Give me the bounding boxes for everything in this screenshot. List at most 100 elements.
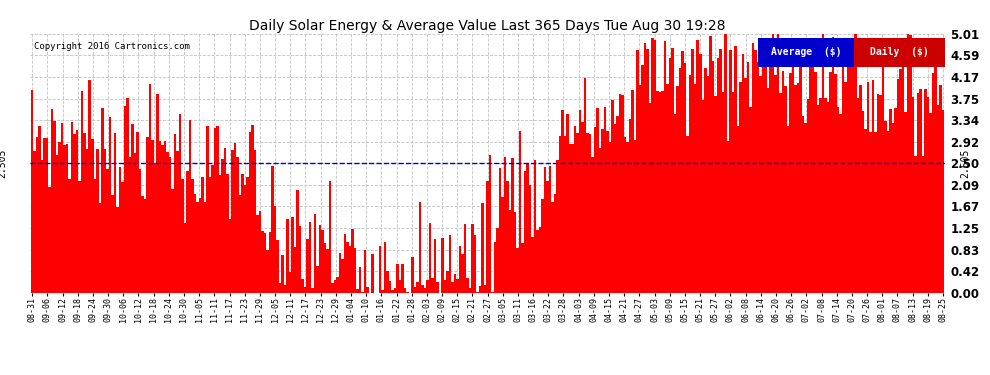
Bar (892, 123, 894, 292)
Bar (219, 175, 221, 292)
Bar (124, 106, 126, 292)
Bar (799, 41, 802, 292)
Bar (263, 232, 266, 292)
FancyBboxPatch shape (853, 38, 945, 68)
Bar (427, 280, 429, 292)
Bar (564, 136, 566, 292)
Bar (463, 224, 466, 292)
Bar (792, 54, 794, 292)
Bar (163, 141, 166, 292)
Bar (384, 242, 386, 292)
Bar (314, 214, 316, 292)
Bar (754, 50, 756, 292)
Bar (188, 120, 191, 292)
Bar (61, 123, 63, 292)
Bar (542, 200, 544, 292)
Bar (534, 160, 537, 292)
Bar (256, 215, 258, 292)
Bar (819, 98, 822, 292)
Bar (764, 48, 766, 292)
Bar (39, 126, 41, 292)
Bar (134, 153, 136, 292)
Bar (214, 128, 216, 292)
Bar (351, 229, 353, 292)
Bar (744, 78, 746, 292)
Bar (935, 63, 937, 292)
Bar (78, 181, 81, 292)
Bar (316, 266, 319, 292)
Bar (866, 82, 869, 292)
Bar (268, 232, 271, 292)
Bar (601, 129, 604, 292)
Bar (851, 59, 854, 292)
Bar (111, 195, 114, 292)
Bar (739, 82, 742, 292)
Bar (276, 240, 278, 292)
Bar (704, 68, 707, 292)
Bar (221, 159, 224, 292)
Bar (879, 95, 882, 292)
Bar (787, 126, 789, 292)
Bar (151, 140, 153, 292)
Bar (456, 279, 458, 292)
Bar (859, 84, 861, 292)
Bar (722, 92, 724, 292)
Bar (299, 226, 301, 292)
Text: Average  ($): Average ($) (771, 47, 842, 57)
Bar (514, 212, 517, 292)
Bar (539, 227, 542, 292)
Bar (544, 167, 546, 292)
Bar (183, 223, 186, 292)
Bar (689, 75, 691, 292)
Bar (358, 267, 361, 292)
Bar (835, 75, 837, 292)
Bar (284, 285, 286, 292)
Bar (802, 116, 804, 292)
Bar (253, 150, 256, 292)
Bar (386, 272, 389, 292)
Bar (444, 280, 446, 292)
Bar (251, 125, 253, 292)
Bar (584, 78, 586, 292)
Bar (797, 83, 799, 292)
Bar (827, 102, 829, 292)
Bar (446, 271, 448, 292)
Bar (114, 133, 116, 292)
Bar (209, 177, 211, 292)
Bar (242, 174, 244, 292)
Bar (296, 190, 299, 292)
Bar (244, 185, 247, 292)
Bar (846, 47, 849, 292)
Bar (902, 44, 904, 292)
Bar (416, 282, 419, 292)
Bar (829, 72, 832, 292)
Bar (809, 42, 812, 292)
Bar (181, 179, 183, 292)
Bar (424, 288, 427, 292)
Bar (71, 122, 73, 292)
Bar (191, 180, 194, 292)
Bar (304, 286, 306, 292)
Bar (306, 239, 309, 292)
Bar (874, 132, 876, 292)
Bar (599, 148, 601, 292)
Bar (448, 235, 451, 292)
Bar (617, 116, 619, 292)
Bar (414, 286, 416, 292)
Bar (674, 114, 676, 292)
Bar (737, 126, 739, 292)
Bar (422, 285, 424, 292)
Bar (529, 185, 532, 292)
Bar (489, 154, 491, 292)
Bar (914, 156, 917, 292)
Bar (31, 90, 34, 292)
Bar (776, 34, 779, 292)
Bar (432, 278, 434, 292)
Bar (714, 96, 717, 292)
Bar (206, 126, 209, 292)
Bar (727, 141, 729, 292)
Bar (661, 91, 664, 292)
Bar (73, 134, 76, 292)
Bar (632, 90, 634, 292)
Bar (106, 169, 109, 292)
